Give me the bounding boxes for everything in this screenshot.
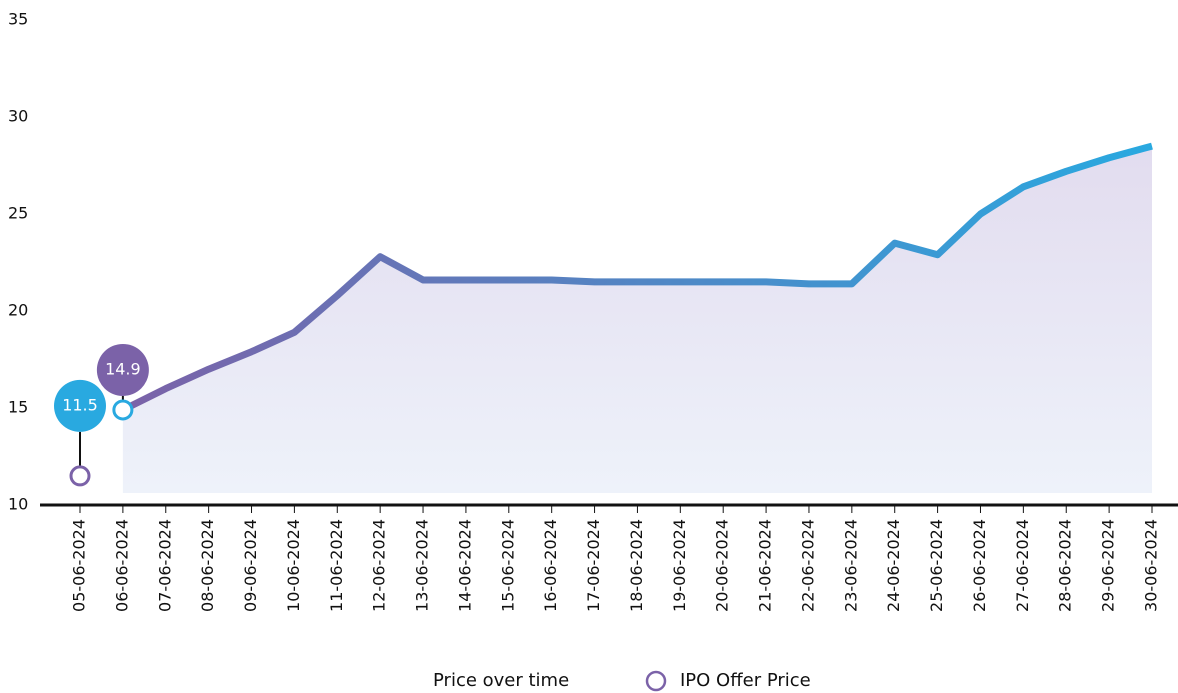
x-tick-label: 10-06-2024 [284, 519, 303, 612]
x-tick-label: 23-06-2024 [841, 519, 860, 612]
x-tick-label: 22-06-2024 [798, 519, 817, 612]
x-tick-label: 12-06-2024 [370, 519, 389, 612]
x-tick-label: 16-06-2024 [541, 519, 560, 612]
y-tick-label: 10 [8, 495, 28, 514]
x-tick-label: 25-06-2024 [927, 519, 946, 612]
legend-label: Price over time [433, 670, 569, 691]
area [122, 146, 1152, 493]
x-tick-label: 24-06-2024 [884, 519, 903, 612]
x-tick-label: 27-06-2024 [1013, 519, 1032, 612]
x-tick-label: 11-06-2024 [327, 519, 346, 612]
x-tick-label: 13-06-2024 [413, 519, 432, 612]
x-tick-label: 19-06-2024 [670, 519, 689, 612]
x-tick-label: 07-06-2024 [155, 519, 174, 612]
x-tick-label: 30-06-2024 [1142, 519, 1161, 612]
label-bubble [54, 379, 106, 432]
value-label: 11.5 [62, 395, 98, 414]
x-tick-label: 14-06-2024 [455, 519, 474, 612]
y-tick-label: 35 [8, 10, 28, 29]
price-start-marker [112, 399, 134, 421]
x-tick-label: 06-06-2024 [112, 519, 131, 612]
legend-marker [645, 670, 667, 692]
ipo-marker [69, 465, 91, 487]
x-tick-label: 09-06-2024 [241, 519, 260, 612]
x-tick-label: 05-06-2024 [70, 519, 89, 612]
value-label: 14.9 [105, 359, 141, 378]
x-tick-label: 17-06-2024 [584, 519, 603, 612]
x-tick-label: 18-06-2024 [627, 519, 646, 612]
y-tick-label: 25 [8, 204, 28, 223]
x-tick-label: 26-06-2024 [970, 519, 989, 612]
legend-label: IPO Offer Price [680, 670, 811, 691]
x-tick-label: 15-06-2024 [498, 519, 517, 612]
label-bubble [96, 343, 149, 396]
x-tick-label: 20-06-2024 [713, 519, 732, 612]
y-tick-label: 15 [8, 398, 28, 417]
x-tick-label: 28-06-2024 [1056, 519, 1075, 612]
x-tick-label: 29-06-2024 [1099, 519, 1118, 612]
y-tick-label: 20 [8, 301, 28, 320]
x-tick-label: 08-06-2024 [198, 519, 217, 612]
price-line [121, 142, 1153, 414]
y-tick-label: 30 [8, 107, 28, 126]
x-tick-label: 21-06-2024 [756, 519, 775, 612]
